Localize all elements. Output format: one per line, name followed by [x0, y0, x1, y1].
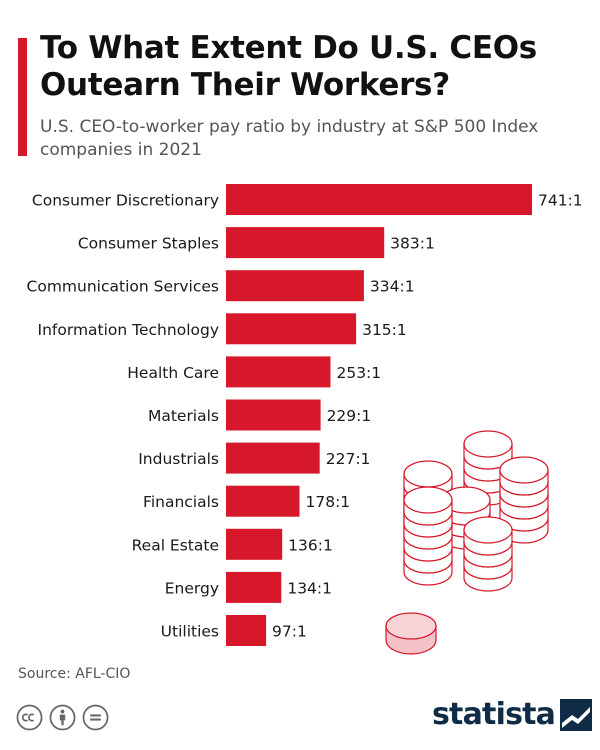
coin-stacks-illustration	[385, 430, 549, 655]
bar[interactable]	[226, 227, 385, 259]
category-label: Materials	[148, 407, 219, 425]
coin-top	[499, 456, 549, 484]
category-label: Real Estate	[132, 536, 219, 554]
source-note: Source: AFL-CIO	[18, 666, 131, 682]
attribution-icon[interactable]	[49, 704, 76, 731]
bar[interactable]	[226, 356, 331, 388]
bar[interactable]	[226, 442, 320, 474]
value-label: 134:1	[287, 579, 332, 597]
bar[interactable]	[226, 270, 364, 302]
coin-top	[463, 430, 513, 458]
category-label: Energy	[165, 579, 219, 597]
bar[interactable]	[226, 313, 357, 345]
bar[interactable]	[226, 615, 267, 646]
category-label: Financials	[143, 493, 219, 511]
statista-mark-icon	[560, 699, 593, 731]
bar[interactable]	[226, 528, 283, 560]
value-label: 227:1	[326, 450, 371, 468]
value-label: 315:1	[362, 321, 407, 339]
no-derivatives-icon[interactable]	[82, 704, 109, 731]
coin-top	[463, 516, 513, 544]
statista-logo[interactable]: statista	[432, 697, 593, 733]
value-label: 97:1	[272, 623, 307, 641]
value-label: 334:1	[370, 278, 415, 296]
bar[interactable]	[226, 485, 300, 517]
value-label: 383:1	[390, 235, 435, 253]
single-coin-top	[385, 612, 437, 640]
category-label: Utilities	[161, 623, 219, 641]
brand-name: statista	[432, 697, 556, 732]
chart-title: To What Extent Do U.S. CEOs Outearn Thei…	[40, 30, 537, 103]
value-label: 136:1	[288, 536, 333, 554]
coin-top	[403, 460, 453, 488]
chart-subtitle: U.S. CEO-to-worker pay ratio by industry…	[40, 117, 539, 160]
bars-group: Consumer Discretionary 741:1 Consumer Stap…	[27, 184, 583, 646]
category-label: Information Technology	[38, 321, 219, 339]
bar[interactable]	[226, 571, 282, 603]
value-label: 253:1	[336, 364, 381, 382]
bar[interactable]	[226, 399, 321, 431]
bar[interactable]	[226, 184, 532, 215]
title-accent-bar	[18, 38, 27, 156]
value-label: 178:1	[306, 493, 351, 511]
creative-commons-icon[interactable]	[16, 704, 43, 731]
category-label: Consumer Discretionary	[32, 192, 219, 210]
license-icons	[16, 704, 109, 731]
value-label: 741:1	[538, 192, 583, 210]
coin-top	[403, 486, 453, 514]
category-label: Consumer Staples	[78, 235, 219, 253]
category-label: Health Care	[127, 364, 219, 382]
category-label: Communication Services	[27, 278, 219, 296]
category-label: Industrials	[138, 450, 219, 468]
value-label: 229:1	[327, 407, 372, 425]
